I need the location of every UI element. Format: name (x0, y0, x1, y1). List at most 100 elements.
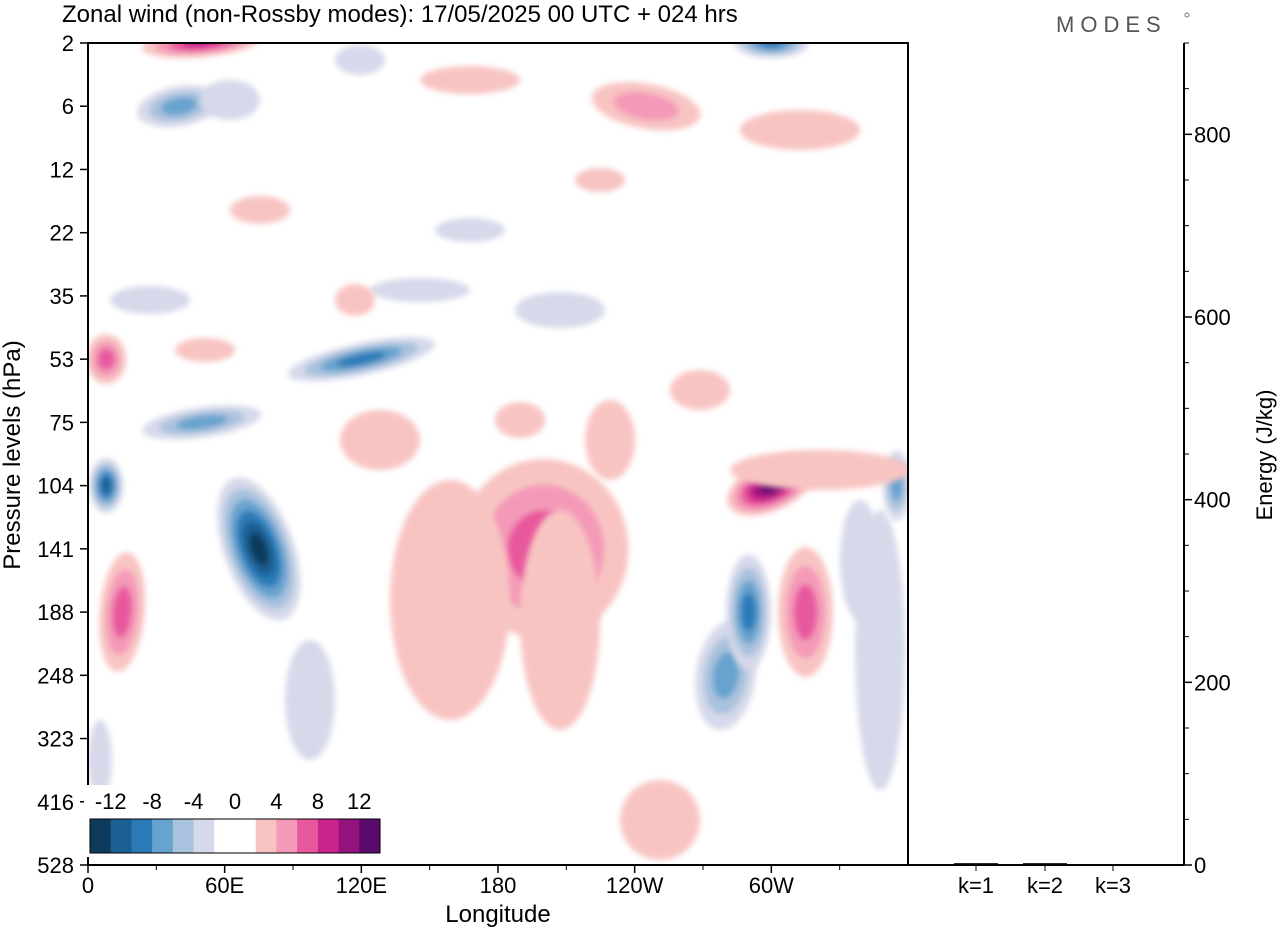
contour-patch (435, 218, 505, 242)
contour-patch (175, 338, 235, 362)
contour-level (101, 478, 111, 494)
y-tick-label: 6 (62, 94, 74, 119)
y-tick-label: 323 (37, 727, 74, 752)
colorbar-swatch (338, 819, 360, 853)
energy-bar-label: k=2 (1027, 873, 1063, 898)
colorbar-swatch (90, 819, 112, 853)
contour-feature (591, 82, 701, 131)
contour-feature (89, 458, 124, 514)
energy-axis-label: Energy (J/kg) (1252, 390, 1277, 521)
y-tick-label: 12 (50, 157, 74, 182)
contour-feature (99, 552, 146, 672)
colorbar: -12 -8 -4 0 4 8 12 (84, 785, 388, 857)
x-axis-label: Longitude (445, 901, 550, 928)
contour-feature (733, 43, 809, 58)
colorbar-label: 4 (270, 789, 282, 814)
contour-patch (670, 370, 730, 410)
colorbar-label: 0 (229, 789, 241, 814)
contour-patch (575, 168, 625, 192)
contour-patch (495, 402, 545, 438)
contour-patch (840, 500, 880, 620)
contour-patch (420, 66, 520, 94)
contour-patch (515, 292, 605, 328)
energy-bar-label: k=1 (958, 873, 994, 898)
colorbar-label: 12 (347, 789, 371, 814)
contour-level (793, 584, 818, 640)
contour-patch (88, 720, 112, 800)
energy-tick-label: 200 (1194, 670, 1231, 695)
x-tick-label: 60E (205, 873, 244, 898)
y-tick-label: 528 (37, 853, 74, 878)
y-tick-label: 141 (37, 537, 74, 562)
contour-feature (142, 43, 262, 58)
colorbar-swatch (359, 819, 381, 853)
colorbar-swatch (172, 819, 195, 853)
contour-patch (520, 510, 600, 730)
y-axis-label: Pressure levels (hPa) (0, 340, 26, 569)
logo-mark (1184, 12, 1190, 18)
contour-field (88, 43, 908, 860)
colorbar-swatch (317, 819, 340, 853)
colorbar-label: -8 (142, 789, 162, 814)
contour-patch (110, 286, 190, 314)
contour-level (181, 43, 222, 48)
colorbar-swatch (235, 819, 257, 853)
colorbar-label: -4 (184, 789, 204, 814)
y-tick-label: 22 (50, 221, 74, 246)
modes-logo: MODES (1056, 12, 1167, 37)
colorbar-swatch (276, 819, 298, 853)
energy-tick-label: 800 (1194, 122, 1231, 147)
colorbar-swatch (131, 819, 153, 853)
y-tick-label: 248 (37, 663, 74, 688)
energy-tick-label: 0 (1194, 853, 1206, 878)
contour-feature (217, 477, 301, 621)
contour-level (176, 415, 228, 430)
energy-bar (1023, 863, 1067, 865)
contour-feature (137, 85, 222, 128)
colorbar-swatch (193, 819, 215, 853)
contour-patch (335, 45, 385, 75)
x-tick-label: 60W (749, 873, 794, 898)
colorbar-frame (89, 818, 381, 854)
contour-level (336, 351, 386, 367)
contour-level (758, 43, 784, 48)
colorbar-swatch (110, 819, 132, 853)
y-tick-label: 35 (50, 284, 74, 309)
x-axis: 0 60E 120E 180 120W 60W (82, 865, 841, 898)
contour-patch (335, 284, 375, 316)
x-tick-label: 0 (82, 873, 94, 898)
contour-level (712, 651, 739, 699)
colorbar-swatch (255, 819, 277, 853)
colorbar-swatch (297, 819, 319, 853)
contour-feature (778, 547, 833, 678)
energy-axis: 0 200 400 600 800 (1184, 42, 1231, 878)
energy-bars: k=1 k=2 k=3 (954, 863, 1135, 898)
energy-bar (954, 863, 998, 865)
y-tick-label: 75 (50, 410, 74, 435)
contour-patch (585, 400, 635, 480)
contour-feature (287, 337, 435, 382)
y-tick-label: 416 (37, 790, 74, 815)
contour-level (112, 586, 133, 638)
y-tick-label: 104 (37, 474, 74, 499)
y-axis: 2 6 12 22 35 53 75 104 141 188 248 323 416 528 (37, 31, 88, 878)
y-tick-label: 188 (37, 600, 74, 625)
colorbar-label: 8 (312, 789, 324, 814)
colorbar-label: -12 (95, 789, 127, 814)
contour-patch (230, 196, 290, 224)
energy-tick-label: 400 (1194, 488, 1231, 513)
contour-patch (620, 780, 700, 860)
contour-level (168, 43, 236, 52)
chart-title: Zonal wind (non-Rossby modes): 17/05/202… (62, 1, 738, 28)
energy-tick-label: 600 (1194, 305, 1231, 330)
contour-patch (285, 640, 335, 760)
energy-bar (1091, 864, 1135, 866)
contour-patch (200, 80, 260, 120)
y-tick-label: 53 (50, 347, 74, 372)
contour-level (97, 348, 115, 370)
y-tick-label: 2 (62, 31, 74, 56)
energy-bar-label: k=3 (1095, 873, 1131, 898)
contour-feature (88, 334, 127, 385)
colorbar-swatch (152, 819, 174, 853)
contour-patch (730, 450, 908, 490)
